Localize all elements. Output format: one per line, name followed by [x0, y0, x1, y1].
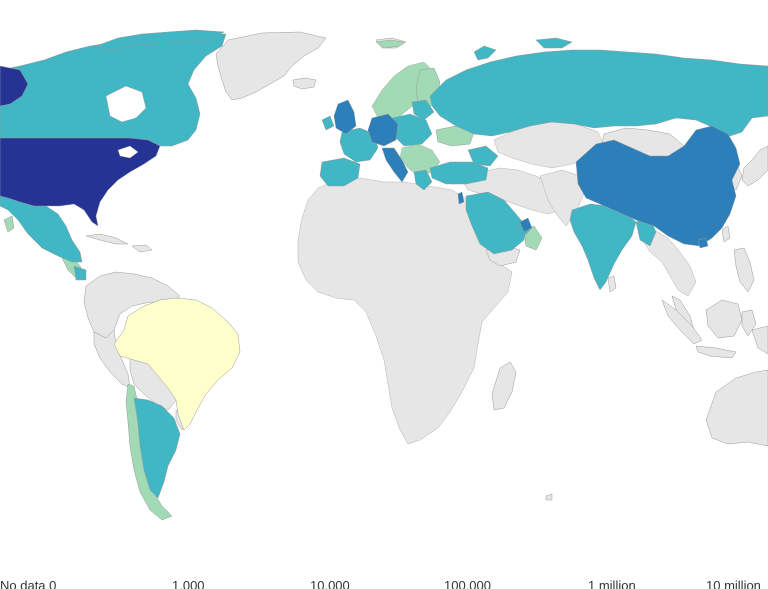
region-iberia[interactable]	[319, 157, 361, 187]
region-united-kingdom[interactable]	[333, 99, 357, 135]
region-canada-arctic-islands[interactable]	[95, 29, 225, 51]
region-israel-uae-small[interactable]	[519, 217, 533, 233]
region-italy[interactable]	[381, 147, 409, 183]
region-russia[interactable]	[429, 49, 768, 137]
region-svalbard-teal[interactable]	[375, 39, 405, 49]
region-caribbean-teal[interactable]	[73, 265, 87, 281]
region-cuba[interactable]	[85, 233, 129, 245]
region-brazil[interactable]	[113, 297, 241, 431]
region-iceland[interactable]	[292, 77, 317, 90]
legend-label-1000: 1,000	[172, 578, 205, 589]
scale-4-regions	[0, 65, 161, 227]
region-canada[interactable]	[0, 33, 227, 147]
region-peru-ecuador[interactable]	[93, 329, 131, 389]
region-hong-kong-tw[interactable]	[697, 237, 709, 249]
region-oman[interactable]	[523, 225, 543, 251]
region-hispaniola[interactable]	[131, 244, 153, 253]
region-small-island-atlantic[interactable]	[545, 493, 553, 501]
region-madagascar[interactable]	[491, 361, 517, 411]
region-central-europe[interactable]	[391, 113, 433, 147]
region-new-guinea[interactable]	[751, 325, 768, 355]
region-borneo[interactable]	[705, 299, 743, 339]
region-taiwan[interactable]	[721, 225, 731, 243]
region-africa[interactable]	[297, 177, 513, 445]
region-caucasus[interactable]	[467, 145, 499, 167]
region-arctic-islands-east[interactable]	[535, 37, 573, 49]
legend-label-no-data-zero: No data 0	[0, 578, 57, 589]
region-india[interactable]	[569, 203, 637, 291]
legend-label-10000: 10,000	[310, 578, 350, 589]
legend-label-1-million: 1 million	[588, 578, 636, 589]
region-scotland-ireland[interactable]	[321, 115, 335, 131]
region-china[interactable]	[575, 125, 741, 247]
region-argentina[interactable]	[133, 397, 181, 499]
region-novaya-zemlya[interactable]	[473, 45, 497, 61]
region-java[interactable]	[695, 345, 737, 359]
color-legend: No data 0 1,000 10,000 100,000 1 million…	[0, 578, 768, 589]
region-greenland[interactable]	[215, 31, 327, 101]
region-sumatra[interactable]	[661, 299, 703, 345]
region-alaska[interactable]	[0, 65, 29, 107]
region-japan[interactable]	[741, 145, 768, 187]
region-france[interactable]	[339, 127, 379, 163]
legend-label-10-million: 10 million	[706, 578, 761, 589]
scale-2-regions	[0, 29, 768, 499]
region-hudson-bay	[105, 85, 147, 123]
region-germany[interactable]	[367, 113, 399, 147]
region-turkey[interactable]	[429, 161, 489, 185]
legend-label-100000: 100,000	[444, 578, 491, 589]
region-mexico-pacific[interactable]	[3, 215, 15, 233]
region-united-states[interactable]	[0, 137, 161, 227]
region-israel[interactable]	[457, 191, 465, 205]
region-baltics[interactable]	[411, 99, 435, 121]
region-saudi-arabia[interactable]	[465, 191, 527, 255]
scale-3-regions	[333, 99, 741, 249]
region-australia[interactable]	[705, 369, 768, 447]
scale-0-regions	[113, 297, 241, 431]
region-philippines[interactable]	[733, 247, 755, 293]
region-greece[interactable]	[413, 169, 433, 191]
region-sri-lanka[interactable]	[607, 275, 617, 293]
region-great-lakes	[117, 145, 139, 159]
region-colombia-venezuela[interactable]	[83, 271, 181, 339]
region-southeast-asia[interactable]	[639, 229, 697, 297]
